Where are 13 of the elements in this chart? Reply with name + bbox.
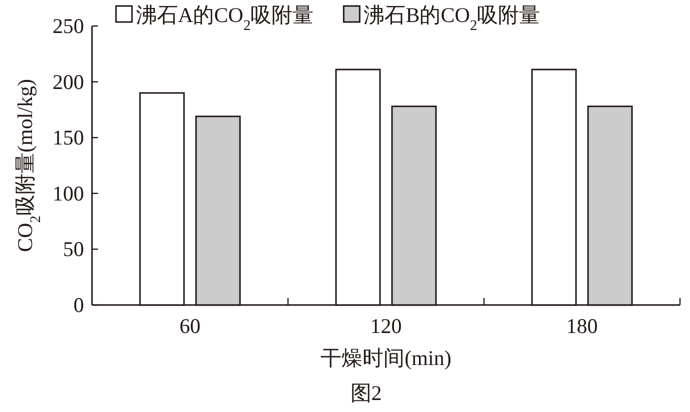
x-axis-title: 干燥时间(min): [320, 346, 452, 370]
y-tick-label: 200: [52, 70, 84, 94]
y-tick-label: 250: [52, 14, 84, 38]
legend-label: 沸石B的CO$_{2}$吸附量: [364, 3, 540, 34]
x-tick-label: 180: [566, 314, 598, 338]
x-tick-label: 60: [180, 314, 200, 338]
y-tick-label: 150: [52, 126, 84, 150]
y-tick-label: 50: [63, 237, 84, 262]
x-tick-label: 120: [370, 314, 402, 338]
y-tick-label: 0: [74, 293, 84, 317]
legend-label: 沸石A的CO$_{2}$吸附量: [136, 3, 314, 34]
caption: 图2: [350, 381, 382, 405]
y-tick-label: 100: [52, 181, 84, 206]
